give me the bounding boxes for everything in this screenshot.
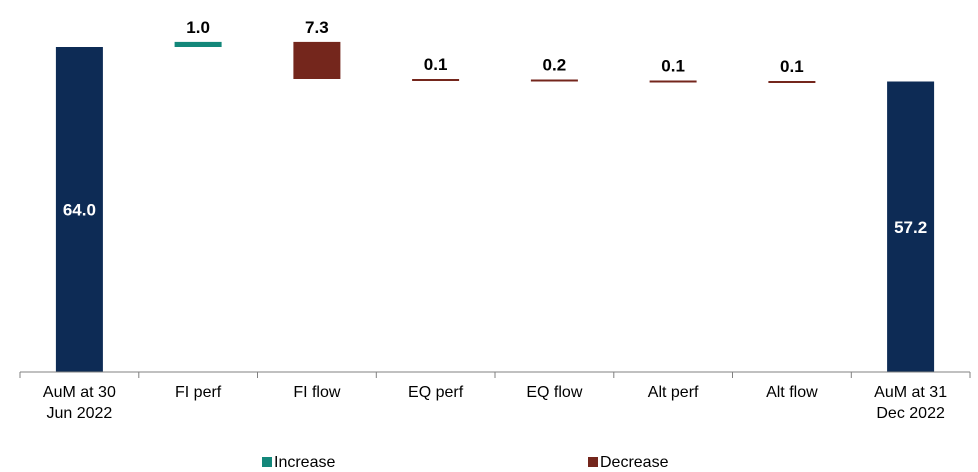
value-label-4: 0.1 <box>424 55 448 74</box>
category-label-5: EQ flow <box>526 384 582 401</box>
value-label-3: 7.3 <box>305 18 329 37</box>
bar-1-total <box>55 47 103 372</box>
bar-8-total <box>887 81 935 372</box>
value-label-7: 0.1 <box>780 57 804 76</box>
legend-label-increase: Increase <box>274 454 335 471</box>
legend-swatch-decrease <box>588 457 598 467</box>
category-label-3: FI flow <box>293 384 341 401</box>
bar-7-decrease <box>768 81 816 83</box>
bar-6-decrease <box>649 80 697 83</box>
value-label-5: 0.2 <box>543 56 567 75</box>
value-label-2: 1.0 <box>186 18 210 37</box>
category-label-1: AuM at 30 Jun 2022 <box>43 384 116 422</box>
value-label-8: 57.2 <box>894 218 927 237</box>
legend-swatch-increase <box>262 457 272 467</box>
category-label-7: Alt flow <box>766 384 818 401</box>
value-label-6: 0.1 <box>661 57 685 76</box>
legend-label-decrease: Decrease <box>600 454 669 471</box>
bar-2-increase <box>174 41 222 47</box>
category-label-4: EQ perf <box>408 384 464 401</box>
bar-5-decrease <box>530 79 578 82</box>
category-label-6: Alt perf <box>648 384 699 401</box>
bar-4-decrease <box>412 79 460 81</box>
value-label-1: 64.0 <box>63 201 96 220</box>
category-label-2: FI perf <box>175 384 222 401</box>
category-label-8: AuM at 31 Dec 2022 <box>874 384 947 422</box>
category-labels-group: AuM at 30 Jun 2022 FI perf FI flow EQ perf EQ… <box>43 384 947 422</box>
bar-3-decrease <box>293 41 341 79</box>
legend: Increase Decrease <box>262 454 669 471</box>
value-labels-group: 64.0 1.0 7.3 0.1 0.2 0.1 0.1 57.2 <box>63 18 927 237</box>
bars-group <box>55 41 935 372</box>
x-axis <box>19 371 971 378</box>
